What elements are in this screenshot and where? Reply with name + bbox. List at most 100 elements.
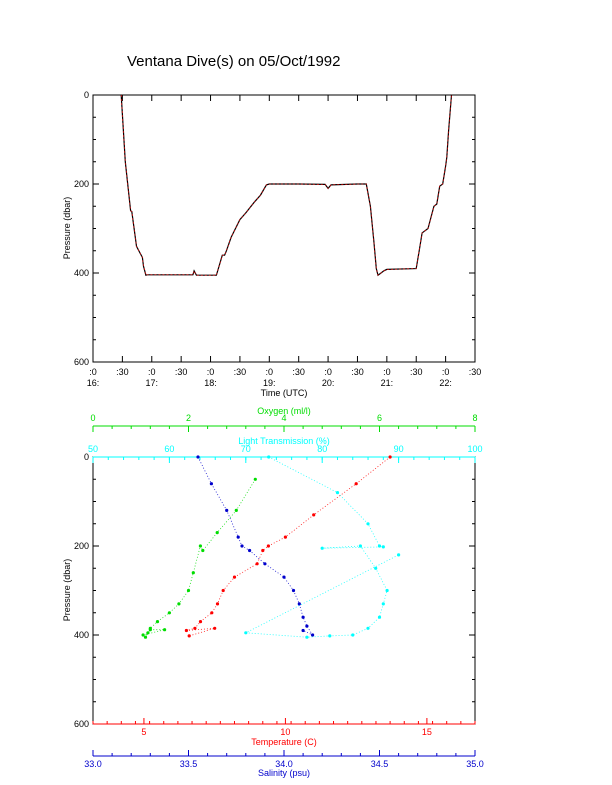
oxygen-point [186, 588, 191, 593]
transmission-point [267, 455, 271, 459]
salinity-point [236, 535, 240, 539]
salinity-tick-label: 34.0 [275, 759, 293, 769]
x-tick-label: :30 [292, 367, 305, 377]
top-plot-frame [92, 94, 476, 363]
salinity-point [305, 624, 309, 628]
transmission-point [335, 491, 340, 495]
y-tick-label: 200 [74, 541, 89, 551]
temperature-point [266, 544, 270, 548]
x-tick-label: :30 [234, 367, 247, 377]
transmission-point [397, 553, 401, 557]
x-tick-label: 19: [263, 378, 276, 388]
oxygen-tick-label: 6 [377, 413, 382, 423]
x-tick-label: :0 [89, 367, 97, 377]
transmission-point [385, 588, 389, 593]
transmission-point [244, 631, 248, 635]
y-tick-label: 0 [84, 452, 89, 462]
salinity-profile-line [197, 456, 314, 636]
transmission-point [366, 522, 370, 526]
x-tick-label: 18: [204, 378, 217, 388]
top-x-axis: :016::30:017::30:018::30:019::30:020::30… [87, 95, 482, 388]
oxygen-point [215, 531, 219, 535]
salinity-point [225, 508, 229, 512]
x-tick-label: 20: [322, 378, 335, 388]
oxygen-axis-label: Oxygen (ml/l) [257, 406, 311, 416]
bottom-plot-frame [92, 456, 476, 725]
x-tick-label: 22: [439, 378, 452, 388]
oxygen-point [167, 611, 171, 615]
profile-points [141, 455, 401, 639]
salinity-tick-label: 34.5 [371, 759, 389, 769]
y-tick-label: 400 [74, 268, 89, 278]
transmission-point [374, 566, 378, 570]
transmission-tick-label: 70 [241, 444, 251, 454]
x-tick-label: :30 [410, 367, 423, 377]
x-tick-label: :30 [351, 367, 364, 377]
temperature-point [184, 628, 188, 633]
oxygen-point [191, 571, 195, 575]
oxygen-point [146, 631, 150, 635]
page-title: Ventana Dive(s) on 05/Oct/1992 [127, 53, 340, 70]
transmission-point [328, 634, 332, 638]
oxygen-point [201, 548, 205, 553]
oxygen-point [198, 544, 202, 548]
salinity-point [311, 633, 315, 637]
x-tick-label: 21: [381, 378, 394, 388]
temperature-axis-label: Temperature (C) [251, 737, 317, 747]
x-tick-label: :0 [207, 367, 215, 377]
transmission-tick-label: 50 [88, 444, 98, 454]
salinity-point [209, 482, 213, 486]
temperature-point [193, 626, 197, 630]
transmission-point [305, 635, 309, 639]
transmission-point [366, 626, 370, 630]
transmission-tick-label: 90 [394, 444, 404, 454]
transmission-axis-label: Light Transmission (%) [238, 436, 330, 446]
temperature-point [210, 611, 214, 615]
oxygen-point [163, 628, 167, 632]
temperature-point [354, 482, 358, 486]
transmission-point [320, 546, 324, 550]
temperature-tick-label: 5 [141, 727, 146, 737]
y-tick-label: 400 [74, 630, 89, 640]
salinity-point [282, 575, 286, 579]
salinity-point [301, 615, 305, 619]
temperature-tick-label: 15 [422, 727, 432, 737]
oxygen-point [141, 633, 145, 637]
oxygen-point [234, 508, 238, 512]
salinity-point [301, 628, 305, 633]
salinity-point [291, 588, 296, 593]
pressure-overlay-line [120, 94, 452, 276]
y-tick-label: 600 [74, 357, 89, 367]
variable-axes: 0 2 4 6 8 50 60 70 80 90 100 5 10 15 33.0 33.5 34.0 34.5 3… [84, 413, 484, 769]
transmission-point [381, 602, 385, 606]
pressure-lines [120, 94, 453, 277]
temperature-point [261, 548, 265, 553]
temperature-point [221, 588, 225, 593]
transmission-tick-label: 100 [467, 444, 482, 454]
transmission-tick-label: 80 [317, 444, 327, 454]
oxygen-point [177, 602, 181, 606]
temperature-point [232, 575, 237, 579]
oxygen-point [143, 635, 148, 639]
top-y-axis: 0 200 400 600 [74, 90, 475, 367]
transmission-point [377, 544, 382, 548]
top-y-axis-label: Pressure (dbar) [62, 197, 72, 260]
transmission-tick-label: 60 [164, 444, 174, 454]
temperature-point [198, 620, 203, 624]
salinity-tick-label: 35.0 [466, 759, 484, 769]
x-tick-label: :0 [266, 367, 274, 377]
x-tick-label: :30 [175, 367, 188, 377]
temperature-point [312, 513, 316, 517]
transmission-point [358, 544, 362, 548]
oxygen-profile-line [143, 479, 256, 638]
temperature-tick-label: 10 [280, 727, 290, 737]
oxygen-tick-label: 4 [281, 413, 286, 423]
profile-plot: 0 200 400 600 0 2 4 6 8 50 60 70 80 90 100 5 10 15 33.0 33… [62, 406, 484, 778]
oxygen-point [148, 628, 152, 632]
transmission-point [351, 633, 355, 637]
x-tick-label: :30 [469, 367, 482, 377]
y-tick-label: 600 [74, 719, 89, 729]
oxygen-point [253, 477, 257, 481]
